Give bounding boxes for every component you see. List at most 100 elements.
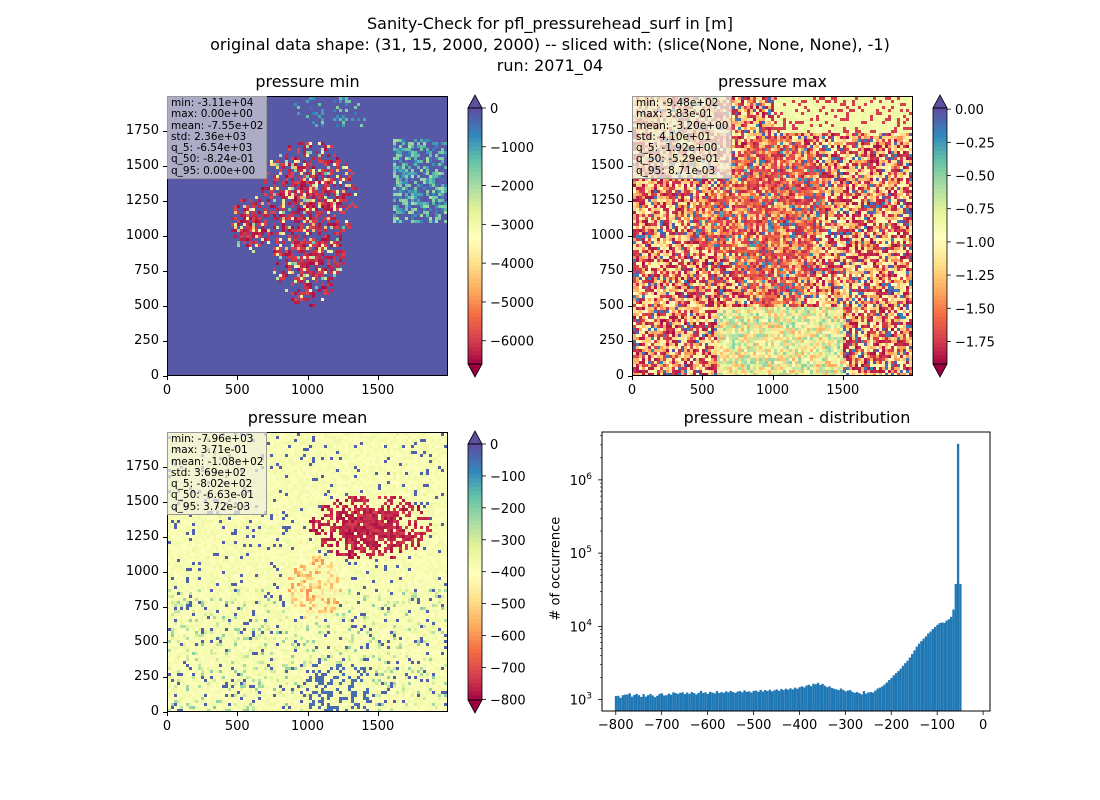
histogram-bar xyxy=(672,692,675,711)
histogram-bar xyxy=(865,693,868,711)
y-tick-label: 750 xyxy=(115,599,159,614)
x-tick xyxy=(702,376,704,380)
histogram-bar xyxy=(821,683,824,711)
histogram-bar xyxy=(901,665,905,711)
figure-title-line-1: Sanity-Check for pfl_pressurehead_surf i… xyxy=(0,14,1100,33)
histogram-bar xyxy=(702,692,705,711)
histogram-bar xyxy=(683,694,687,711)
histogram-bar xyxy=(653,697,657,711)
histogram-bar xyxy=(842,689,845,711)
histogram-bar xyxy=(711,692,714,711)
histogram-bar xyxy=(943,622,946,711)
histogram-bar xyxy=(750,692,753,711)
histogram-bar xyxy=(793,687,797,711)
histogram-bar xyxy=(715,691,719,711)
y-tick-label: 0 xyxy=(115,704,159,719)
y-tick xyxy=(628,201,632,202)
histogram-bar xyxy=(869,692,872,711)
histogram-bar xyxy=(713,693,716,711)
histogram-bar xyxy=(773,690,776,711)
histogram-bar xyxy=(883,684,886,711)
histogram-bar xyxy=(674,693,677,711)
histogram-bar xyxy=(695,694,698,711)
histogram-bar xyxy=(738,691,742,711)
x-tick-label: −700 xyxy=(644,718,680,733)
x-tick-label: 1500 xyxy=(823,383,863,398)
histogram-bar xyxy=(803,687,806,711)
x-tick-label: 0 xyxy=(979,718,987,733)
histogram-bar xyxy=(950,616,953,711)
heatmap-pressure-mean-image xyxy=(168,433,447,711)
histogram-bar xyxy=(736,691,739,711)
y-tick-label: 1500 xyxy=(115,158,159,173)
histogram-bar xyxy=(936,624,939,711)
figure-title-line-3: run: 2071_04 xyxy=(0,56,1100,75)
y-tick-label: 104 xyxy=(570,618,593,635)
histogram-bar xyxy=(679,692,682,711)
histogram-bar xyxy=(938,623,941,711)
colorbar-tick-label: −4000 xyxy=(490,257,534,272)
histogram-bar xyxy=(922,638,925,711)
histogram-bar xyxy=(768,689,771,711)
x-tick xyxy=(377,376,379,380)
y-tick-label: 1000 xyxy=(115,228,159,243)
histogram-bar xyxy=(816,682,820,711)
histogram-bar xyxy=(828,686,831,711)
y-tick xyxy=(163,306,167,307)
y-tick xyxy=(628,131,632,132)
histogram-bar xyxy=(947,619,951,711)
y-tick-label: 1750 xyxy=(580,123,624,138)
colorbar-tick-label: −200 xyxy=(490,502,526,517)
y-tick xyxy=(628,306,632,307)
x-tick-label: −800 xyxy=(598,718,634,733)
histogram-bar xyxy=(686,692,689,711)
y-tick-label: 1750 xyxy=(115,459,159,474)
y-tick xyxy=(163,467,167,468)
histogram-bar xyxy=(624,694,627,711)
figure-title-line-2: original data shape: (31, 15, 2000, 2000… xyxy=(0,35,1100,54)
colorbar-tick-label: −1.50 xyxy=(955,302,995,317)
y-tick-label: 250 xyxy=(115,333,159,348)
x-tick-label: 500 xyxy=(217,719,257,734)
histogram-bar xyxy=(929,631,932,711)
y-tick-label: 250 xyxy=(580,333,624,348)
x-tick-label: 0 xyxy=(612,383,652,398)
histogram-bar xyxy=(823,685,827,711)
histogram-bar xyxy=(697,692,700,711)
histogram-bar xyxy=(787,689,790,711)
histogram-bar xyxy=(862,691,866,711)
histogram-bar xyxy=(784,688,788,711)
y-tick xyxy=(628,236,632,237)
y-tick-label: 1750 xyxy=(115,123,159,138)
histogram-bars xyxy=(614,443,962,711)
panel-title-distribution: pressure mean - distribution xyxy=(602,408,992,427)
histogram-bar xyxy=(658,693,661,711)
y-tick-label: 750 xyxy=(580,263,624,278)
y-tick-label: 1250 xyxy=(580,193,624,208)
histogram-bar xyxy=(871,692,875,711)
x-tick xyxy=(632,376,633,380)
colorbar-tick-label: −700 xyxy=(490,661,526,676)
y-tick-label: 750 xyxy=(115,263,159,278)
histogram-bar xyxy=(752,690,755,711)
histogram-bar xyxy=(761,691,765,711)
histogram-bar xyxy=(635,693,638,711)
histogram-bar xyxy=(663,695,666,711)
histogram-bar xyxy=(656,695,659,711)
histogram-bar xyxy=(812,683,815,711)
histogram-bar xyxy=(933,627,937,711)
histogram-bar xyxy=(940,622,944,711)
x-tick-label: 1000 xyxy=(288,383,328,398)
colorbar-tick-label: 0 xyxy=(490,102,498,117)
y-tick-label: 0 xyxy=(580,368,624,383)
y-tick-label: 250 xyxy=(115,669,159,684)
histogram-bar xyxy=(649,693,652,711)
histogram-bar xyxy=(837,690,840,711)
heatmap-pressure-mean xyxy=(167,432,448,712)
y-tick xyxy=(163,131,167,132)
stats-box-max: min: -9.48e+02 max: 3.83e-01 mean: -3.20… xyxy=(632,96,733,180)
y-tick xyxy=(628,166,632,167)
stats-box-mean: min: -7.96e+03 max: 3.71e-01 mean: -1.08… xyxy=(167,432,268,516)
histogram-bar xyxy=(911,653,914,711)
histogram-bar xyxy=(706,693,709,711)
